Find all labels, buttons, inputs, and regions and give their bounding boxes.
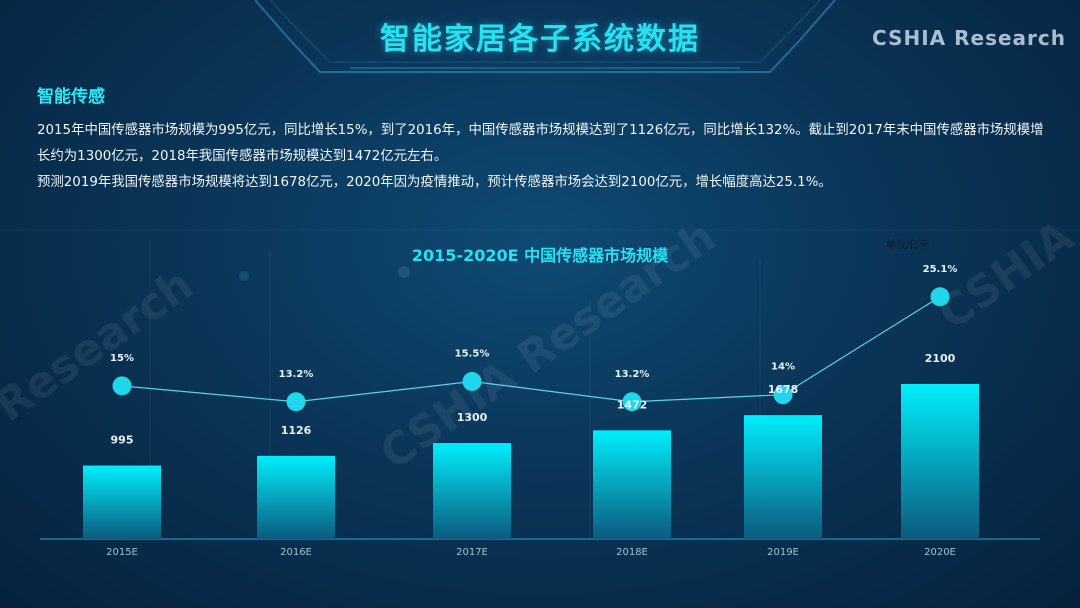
bar-value-label: 1300 (457, 411, 488, 424)
growth-line (121, 296, 941, 403)
bar (83, 465, 161, 539)
growth-point (773, 385, 793, 405)
x-tick-label: 2019E (767, 547, 799, 558)
bar-value-label: 2100 (925, 352, 956, 365)
growth-rate-label: 15.5% (455, 348, 490, 359)
section-title: 智能传感 (37, 87, 105, 107)
bar-value-label: 1126 (281, 424, 312, 437)
x-tick-label: 2017E (456, 547, 488, 558)
unit-label: 单位/亿元 (886, 240, 930, 251)
bar (433, 443, 511, 539)
bar-value-label: 1678 (768, 383, 799, 396)
chart-title: 2015-2020E 中国传感器市场规模 (411, 246, 669, 265)
growth-rate-label: 13.2% (615, 369, 650, 380)
x-tick-label: 2018E (616, 547, 648, 558)
x-tick-label: 2020E (924, 547, 956, 558)
bar (257, 455, 335, 539)
bar (744, 415, 822, 539)
section-body: 2015年中国传感器市场规模为995亿元，同比增长15%，到了2016年，中国传… (37, 118, 1047, 196)
paragraph: 2015年中国传感器市场规模为995亿元，同比增长15%，到了2016年，中国传… (37, 123, 1044, 164)
growth-point (462, 371, 482, 391)
bar-value-label: 995 (111, 434, 134, 447)
page-title: 智能家居各子系统数据 (380, 22, 700, 57)
bar (593, 430, 671, 539)
growth-rate-label: 13.2% (279, 369, 314, 380)
brand-logo: CSHIA Research (872, 26, 1066, 50)
growth-point (286, 392, 306, 412)
growth-point (622, 392, 642, 412)
x-tick-label: 2015E (106, 547, 138, 558)
x-tick-label: 2016E (280, 547, 312, 558)
paragraph: 预测2019年我国传感器市场规模将达到1678亿元，2020年因为疫情推动，预计… (37, 175, 832, 190)
growth-rate-label: 15% (110, 353, 134, 364)
bar (901, 384, 979, 539)
bar-value-label: 1472 (617, 398, 648, 411)
growth-rate-label: 14% (771, 362, 795, 373)
growth-rate-label: 25.1% (923, 264, 958, 275)
growth-point (112, 376, 132, 396)
growth-point (930, 287, 950, 307)
